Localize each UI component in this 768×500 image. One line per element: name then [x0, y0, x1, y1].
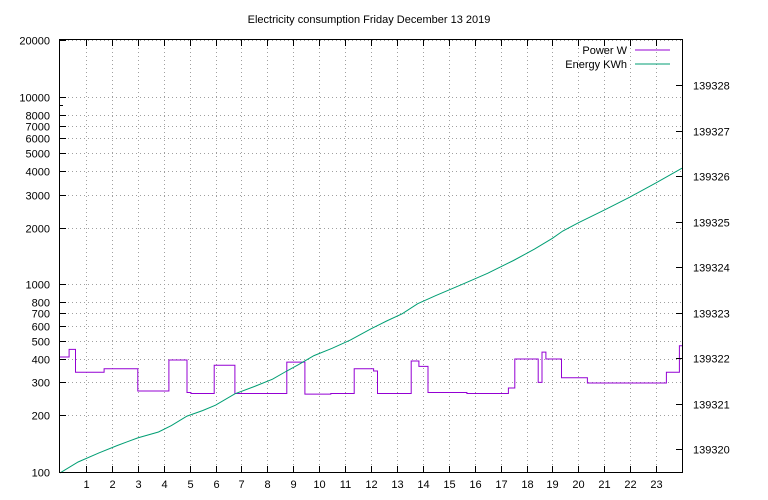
- y-tick-label: 200: [32, 411, 50, 423]
- x-tick-label: 13: [391, 479, 403, 491]
- y-tick-label: 2000: [26, 224, 50, 236]
- x-tick-label: 10: [313, 479, 325, 491]
- legend-label-energy: Energy KWh: [565, 59, 627, 71]
- x-tick-label: 23: [650, 479, 662, 491]
- x-tick-label: 9: [290, 479, 296, 491]
- x-tick-label: 6: [213, 479, 219, 491]
- y2-tick-label: 139326: [693, 172, 730, 184]
- y-tick-label: 1000: [26, 280, 50, 292]
- legend-label-power: Power W: [582, 45, 627, 57]
- x-tick-label: 2: [109, 479, 115, 491]
- x-tick-label: 4: [161, 479, 167, 491]
- legend: Power W Energy KWh: [565, 45, 670, 71]
- y-tick-label: 300: [32, 378, 50, 390]
- y-tick-label: 20000: [19, 36, 50, 48]
- plot-frame: [59, 39, 683, 473]
- axes: 1 2 3 4 5 6 7 8 9 10 11 12 13 14 15 16 17 18 19 20 21 22 23100…: [19, 36, 729, 492]
- x-tick-label: 22: [624, 479, 636, 491]
- x-tick-label: 7: [238, 479, 244, 491]
- y2-tick-label: 139321: [693, 400, 730, 412]
- y2-tick-label: 139327: [693, 127, 730, 139]
- x-tick-label: 18: [521, 479, 533, 491]
- series-line-energy: [59, 167, 683, 474]
- y-tick-label: 10000: [19, 93, 50, 105]
- x-tick-label: 14: [417, 479, 429, 491]
- y-tick-label: 3000: [26, 191, 50, 203]
- x-tick-label: 5: [187, 479, 193, 491]
- x-tick-label: 16: [469, 479, 481, 491]
- x-tick-label: 12: [365, 479, 377, 491]
- series-layer: [59, 167, 683, 474]
- x-tick-label: 21: [598, 479, 610, 491]
- x-tick-label: 1: [83, 479, 89, 491]
- x-tick-label: 17: [495, 479, 507, 491]
- y-tick-label: 7000: [26, 122, 50, 134]
- y2-tick-label: 139322: [693, 354, 730, 366]
- y-tick-label: 5000: [26, 149, 50, 161]
- y-tick-label: 100: [32, 468, 50, 480]
- y2-tick-label: 139328: [693, 81, 730, 93]
- y2-tick-label: 139323: [693, 309, 730, 321]
- y-tick-label: 8000: [26, 111, 50, 123]
- x-tick-label: 15: [443, 479, 455, 491]
- x-tick-label: 3: [135, 479, 141, 491]
- y-tick-label: 500: [32, 337, 50, 349]
- grid-lines: [60, 40, 682, 473]
- x-tick-label: 11: [340, 479, 351, 491]
- chart-title: Electricity consumption Friday December …: [248, 14, 491, 26]
- y-tick-label: 6000: [26, 134, 50, 146]
- x-tick-label: 19: [546, 479, 558, 491]
- y-tick-label: 800: [32, 298, 50, 310]
- y-tick-label: 700: [32, 309, 50, 321]
- y-tick-label: 400: [32, 355, 50, 367]
- series-line-power: [60, 345, 682, 395]
- y-tick-label: 4000: [26, 167, 50, 179]
- y2-tick-label: 139320: [693, 445, 730, 457]
- x-tick-label: 8: [264, 479, 270, 491]
- y2-tick-label: 139325: [693, 218, 730, 230]
- y2-tick-label: 139324: [693, 263, 730, 275]
- x-tick-label: 20: [572, 479, 584, 491]
- y-tick-label: 600: [32, 322, 50, 334]
